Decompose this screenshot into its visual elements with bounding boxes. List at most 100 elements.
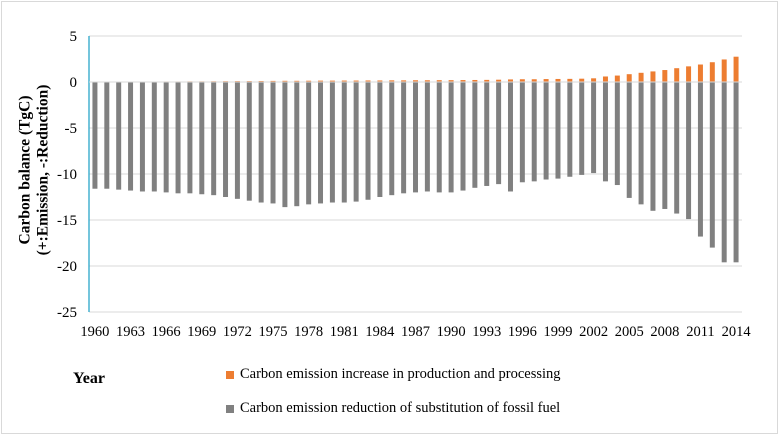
- legend-item-reduction: Carbon emission reduction of substitutio…: [226, 400, 560, 417]
- legend-swatch-increase: [226, 370, 234, 379]
- axes: [88, 36, 742, 312]
- y-axis-label: Carbon balance (TgC) (+:Emission, -:Redu…: [16, 85, 52, 256]
- bar-emission-increase: [650, 71, 656, 82]
- bar-emission-reduction: [258, 82, 264, 203]
- bar-emission-reduction: [389, 82, 395, 196]
- bar-emission-increase: [709, 62, 715, 82]
- bar-emission-reduction: [270, 82, 276, 204]
- bar-emission-reduction: [709, 82, 715, 248]
- x-tick-label: 1993: [472, 324, 501, 340]
- bar-emission-reduction: [104, 82, 110, 189]
- y-tick-label: 0: [70, 75, 78, 91]
- bar-emission-reduction: [638, 82, 644, 205]
- bar-emission-reduction: [365, 82, 371, 200]
- bar-emission-increase: [282, 80, 288, 82]
- bar-emission-increase: [507, 79, 513, 82]
- bar-emission-reduction: [650, 82, 656, 211]
- bar-emission-reduction: [460, 82, 466, 191]
- bar-emission-increase: [662, 70, 668, 82]
- x-tick-label: 2002: [579, 324, 608, 340]
- x-tick-label: 1972: [223, 324, 252, 340]
- bar-emission-reduction: [282, 82, 288, 208]
- bar-emission-reduction: [519, 82, 525, 183]
- y-tick-label: -15: [57, 213, 77, 229]
- bar-emission-reduction: [436, 82, 442, 193]
- y-axis-label-wrap: Carbon balance (TgC) (+:Emission, -:Redu…: [8, 70, 60, 270]
- legend-label-reduction: Carbon emission reduction of substitutio…: [240, 400, 561, 416]
- x-tick-label: 1996: [508, 324, 537, 340]
- legend-swatch-reduction: [226, 404, 234, 413]
- bar-emission-reduction: [686, 82, 692, 220]
- bar-emission-increase: [294, 80, 300, 82]
- bar-emission-reduction: [413, 82, 418, 193]
- y-axis-label-line1: Carbon balance (TgC): [16, 95, 34, 245]
- bar-emission-reduction: [199, 82, 205, 195]
- x-tick-label: 1981: [330, 324, 359, 340]
- bar-emission-reduction: [602, 82, 608, 182]
- bar-emission-reduction: [543, 82, 549, 180]
- x-tick-label: 2005: [615, 324, 644, 340]
- y-tick-label: -25: [57, 305, 77, 321]
- y-tick-label: -5: [65, 121, 78, 137]
- bar-emission-reduction: [674, 82, 680, 214]
- bar-emission-increase: [377, 80, 383, 82]
- bar-emission-reduction: [448, 82, 454, 193]
- bar-emission-reduction: [555, 82, 561, 179]
- bar-emission-increase: [543, 79, 549, 82]
- gridlines: [89, 35, 742, 313]
- bar-emission-reduction: [294, 82, 300, 207]
- bar-emission-increase: [353, 80, 359, 82]
- x-tick-label: 1984: [365, 324, 395, 340]
- bar-emission-increase: [519, 79, 525, 82]
- bar-emission-reduction: [496, 82, 502, 185]
- bar-emission-reduction: [484, 82, 490, 186]
- x-tick-label: 1990: [437, 324, 466, 340]
- legend-item-increase: Carbon emission increase in production a…: [226, 366, 561, 383]
- x-tick-label: 1987: [401, 324, 430, 340]
- bar-emission-increase: [329, 80, 335, 82]
- bar-emission-increase: [401, 80, 407, 82]
- bar-emission-increase: [733, 56, 739, 82]
- bar-emission-increase: [697, 64, 703, 82]
- bar-emission-increase: [614, 75, 620, 82]
- bar-emission-increase: [626, 74, 632, 82]
- bar-emission-reduction: [591, 82, 597, 174]
- bar-emission-reduction: [721, 82, 727, 263]
- bar-emission-reduction: [472, 82, 478, 188]
- x-tick-label: 2014: [722, 324, 752, 340]
- x-tick-label: 1963: [116, 324, 145, 340]
- bar-emission-increase: [579, 78, 585, 82]
- bar-emission-reduction: [318, 82, 324, 204]
- bar-emission-increase: [555, 78, 561, 82]
- bar-emission-increase: [721, 59, 727, 82]
- x-tick-labels: 1960 1963 1966 1969 1972 1975 1978 1981 1984 1987…: [80, 324, 751, 340]
- bar-emission-increase: [318, 80, 324, 82]
- bar-emission-reduction: [733, 82, 739, 263]
- bar-emission-reduction: [662, 82, 668, 209]
- bar-emission-increase: [413, 80, 418, 82]
- bars: [92, 56, 739, 263]
- bar-emission-increase: [472, 79, 478, 82]
- bar-emission-reduction: [401, 82, 407, 194]
- bar-emission-reduction: [116, 82, 122, 190]
- bar-emission-increase: [341, 80, 347, 82]
- bar-emission-increase: [448, 80, 454, 82]
- bar-emission-reduction: [211, 82, 217, 196]
- bar-emission-increase: [270, 80, 276, 82]
- x-tick-label: 2011: [686, 324, 714, 340]
- bar-emission-reduction: [139, 82, 145, 192]
- x-tick-label: 1978: [294, 324, 323, 340]
- bar-emission-reduction: [187, 82, 193, 194]
- x-axis-label: Year: [73, 370, 105, 387]
- bar-emission-increase: [531, 79, 537, 82]
- bar-emission-reduction: [329, 82, 335, 203]
- bar-emission-increase: [306, 80, 312, 82]
- x-tick-label: 1999: [543, 324, 572, 340]
- y-tick-label: 5: [70, 29, 78, 45]
- bar-emission-increase: [602, 76, 608, 82]
- bar-emission-reduction: [377, 82, 383, 197]
- bar-emission-reduction: [306, 82, 312, 205]
- bar-emission-reduction: [163, 82, 169, 193]
